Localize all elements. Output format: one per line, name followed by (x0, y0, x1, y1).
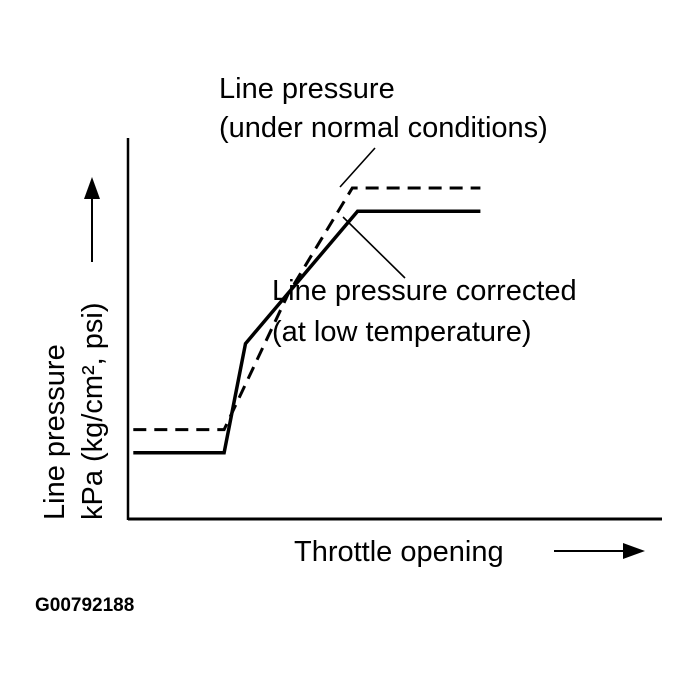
y-axis-label-line1: Line pressure (39, 344, 71, 520)
leader-line-normal (339, 147, 376, 188)
series-line-low-temperature (133, 209, 481, 455)
label-normal-line2: (under normal conditions) (219, 112, 548, 144)
series-line-normal-conditions (133, 186, 481, 432)
label-normal-line1: Line pressure (219, 73, 395, 105)
y-axis-arrow-icon (84, 177, 100, 262)
x-axis-arrow-icon (554, 543, 645, 559)
x-axis-label: Throttle opening (294, 536, 504, 568)
label-low-line1: Line pressure corrected (272, 275, 577, 307)
y-axis-label-group: Line pressure kPa (kg/cm², psi) (39, 302, 109, 520)
label-low-line2: (at low temperature) (272, 316, 532, 348)
y-axis-label-line2: kPa (kg/cm², psi) (77, 302, 109, 520)
figure-id: G00792188 (35, 595, 134, 616)
leader-line-low (342, 216, 406, 279)
